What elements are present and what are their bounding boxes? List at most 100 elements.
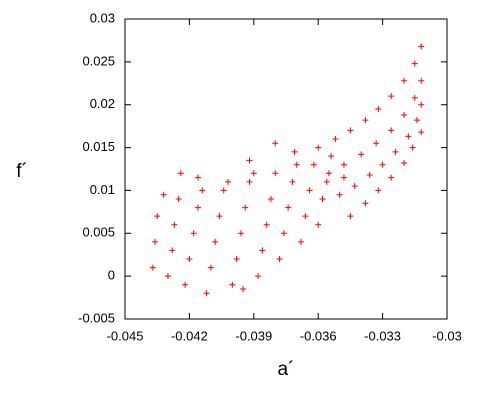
point: [171, 221, 178, 228]
point: [246, 157, 253, 164]
point: [182, 281, 189, 288]
point: [164, 273, 171, 280]
point: [358, 151, 365, 158]
point: [347, 127, 354, 134]
y-axis-label: f´: [16, 161, 28, 182]
point: [272, 140, 279, 147]
point: [291, 148, 298, 155]
point: [285, 204, 292, 211]
point: [375, 187, 382, 194]
point: [379, 161, 386, 168]
point: [401, 160, 408, 166]
point: [207, 264, 214, 271]
y-tick-label: 0: [108, 268, 115, 283]
point: [347, 213, 354, 220]
point: [293, 161, 300, 168]
x-tick-label: -0.039: [235, 328, 272, 343]
point: [332, 136, 339, 142]
point: [186, 256, 193, 262]
point: [388, 174, 395, 181]
point: [336, 191, 343, 198]
point: [175, 196, 182, 202]
point: [375, 106, 382, 112]
point: [310, 161, 317, 168]
point: [362, 117, 369, 124]
point: [418, 77, 425, 84]
point: [160, 191, 167, 198]
y-tick-label: 0.015: [82, 139, 115, 154]
point: [199, 187, 206, 194]
point: [315, 144, 322, 151]
point: [405, 133, 412, 140]
point: [263, 221, 270, 228]
point: [242, 204, 249, 211]
y-tick-label: 0.01: [90, 182, 115, 197]
point: [401, 112, 408, 118]
y-tick-label: 0.03: [90, 10, 115, 25]
point: [340, 174, 347, 181]
x-tick-label: -0.03: [432, 328, 462, 343]
point: [418, 129, 425, 136]
point: [366, 172, 373, 178]
point: [388, 127, 395, 134]
point: [289, 178, 296, 185]
point: [413, 117, 420, 124]
point: [280, 230, 287, 237]
point: [149, 264, 156, 271]
point: [225, 178, 232, 185]
point: [411, 94, 418, 101]
point: [323, 178, 330, 185]
point: [272, 170, 279, 177]
point: [306, 187, 313, 194]
point: [203, 290, 210, 297]
x-tick-label: -0.042: [171, 328, 208, 343]
point: [240, 286, 247, 292]
point: [237, 230, 244, 237]
point: [246, 178, 253, 185]
point: [212, 238, 219, 245]
point: [418, 101, 425, 108]
point: [298, 238, 305, 245]
y-tick-label: 0.005: [82, 225, 115, 240]
x-tick-label: -0.045: [107, 328, 144, 343]
x-tick-label: -0.033: [364, 328, 401, 343]
x-tick-label: -0.036: [300, 328, 337, 343]
point: [267, 196, 274, 202]
point: [409, 144, 416, 151]
point: [169, 247, 176, 254]
point: [418, 43, 425, 50]
point: [388, 93, 395, 100]
point: [351, 183, 358, 190]
point: [401, 77, 408, 84]
point: [411, 60, 418, 67]
point: [373, 140, 380, 147]
point: [259, 247, 266, 254]
plot-frame: [124, 18, 448, 320]
x-axis-label: a´: [278, 359, 295, 380]
point: [194, 174, 201, 181]
point: [315, 221, 322, 228]
point: [220, 187, 227, 194]
point: [328, 153, 335, 160]
point: [152, 238, 159, 245]
point: [362, 200, 369, 207]
point: [216, 213, 223, 220]
point: [190, 230, 197, 237]
y-tick-label: 0.02: [90, 96, 115, 111]
point: [319, 196, 326, 202]
y-tick-label: -0.005: [78, 310, 115, 325]
y-tick-label: 0.025: [82, 53, 115, 68]
point: [302, 213, 309, 220]
point: [250, 170, 257, 177]
point: [392, 148, 399, 155]
point: [325, 170, 332, 177]
point: [194, 204, 201, 211]
point: [340, 161, 347, 168]
point: [229, 281, 236, 288]
point: [255, 273, 262, 280]
point: [154, 213, 161, 220]
point: [276, 256, 283, 262]
point: [233, 256, 240, 262]
